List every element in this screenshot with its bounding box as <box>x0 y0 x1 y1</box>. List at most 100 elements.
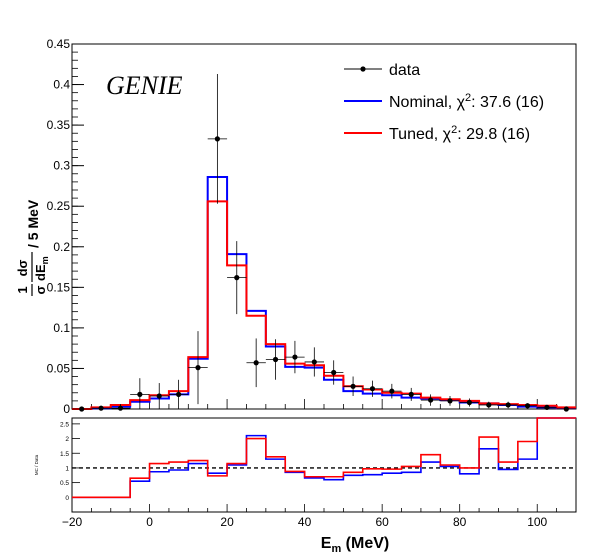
main-y-tick-label: 0.05 <box>47 361 71 375</box>
legend-label-tuned: Tuned, χ2: 29.8 (16) <box>389 124 530 143</box>
data-point <box>479 401 499 409</box>
data-marker <box>79 406 85 412</box>
data-marker <box>369 386 376 392</box>
data-point <box>401 387 421 401</box>
data-marker <box>428 397 434 403</box>
data-point <box>517 403 538 409</box>
data-point <box>168 379 189 409</box>
x-tick-label: 0 <box>146 515 153 529</box>
main-y-axis: 0 0.05 0.1 0.15 0.2 0.25 0.3 0.35 0.4 0.45 <box>47 37 84 416</box>
data-marker <box>505 402 511 408</box>
y-label-one: 1 <box>15 286 30 293</box>
legend-label-nominal: Nominal, χ2: 37.6 (16) <box>389 92 544 111</box>
data-point <box>207 74 228 204</box>
ratio-tuned <box>72 417 576 499</box>
legend-item-nominal: Nominal, χ2: 37.6 (16) <box>344 92 544 111</box>
ratio-series <box>72 417 576 499</box>
main-y-tick-label: 0.35 <box>47 118 71 132</box>
x-axis-label: Em (MeV) <box>321 535 389 555</box>
data-point <box>382 383 402 399</box>
ratio-y-axis: 0 0.5 1 1.5 2 2.5 <box>60 421 80 502</box>
data-marker <box>117 405 124 411</box>
legend-item-tuned: Tuned, χ2: 29.8 (16) <box>344 124 530 143</box>
ratio-y-tick-label: 2.5 <box>60 421 69 428</box>
data-marker <box>486 402 492 408</box>
data-point <box>537 404 557 410</box>
y-label-per: / 5 MeV <box>25 199 41 248</box>
x-tick-label: 80 <box>453 515 467 529</box>
data-point <box>188 331 208 405</box>
data-point <box>227 241 247 315</box>
data-marker <box>466 399 472 406</box>
main-y-tick-label: 0.45 <box>47 37 71 51</box>
main-series <box>72 74 576 412</box>
data-marker <box>292 354 298 360</box>
data-marker <box>253 360 259 366</box>
data-marker <box>98 405 104 411</box>
data-marker <box>176 391 182 397</box>
data-marker <box>272 356 279 363</box>
data-point <box>285 340 305 374</box>
data-marker <box>156 393 162 399</box>
y-label-sigma: σ <box>33 285 48 294</box>
ratio-y-tick-label: 1 <box>65 465 69 472</box>
main-y-tick-label: 0.3 <box>53 159 70 173</box>
x-tick-label: 100 <box>527 515 547 529</box>
ratio-nominal <box>72 417 576 499</box>
main-y-tick-label: 0 <box>63 402 70 416</box>
data-marker <box>447 398 453 404</box>
data-point <box>130 378 150 409</box>
data-marker <box>137 391 143 397</box>
data-point <box>91 405 111 411</box>
legend: data Nominal, χ2: 37.6 (16) Tuned, χ2: 2… <box>344 62 544 143</box>
generator-label: GENIE <box>106 71 183 100</box>
data-point <box>265 339 286 380</box>
main-y-tick-label: 0.1 <box>53 321 70 335</box>
data-marker <box>234 275 240 281</box>
data-point <box>110 404 131 411</box>
data-marker <box>331 369 337 376</box>
ratio-plot: 0 0.5 1 1.5 2 2.5 −20 0 20 40 60 80 100 MC / Data <box>34 417 577 529</box>
data-marker <box>389 388 395 394</box>
data-marker <box>311 359 317 365</box>
data-marker <box>195 365 201 371</box>
data-marker <box>350 383 356 389</box>
data-marker <box>544 404 550 410</box>
legend-item-data: data <box>344 62 420 79</box>
data-point <box>498 401 518 409</box>
data-marker <box>524 403 531 409</box>
data-point <box>304 347 324 377</box>
data-point <box>362 380 383 397</box>
data-point <box>343 376 363 397</box>
data-point <box>440 396 460 406</box>
data-marker <box>408 391 414 397</box>
legend-label-data: data <box>389 62 420 79</box>
x-tick-label: 60 <box>375 515 389 529</box>
data-point <box>72 406 92 412</box>
x-tick-label: 20 <box>220 515 234 529</box>
data-point <box>149 383 169 409</box>
main-y-tick-label: 0.25 <box>47 199 71 213</box>
main-y-tick-label: 0.2 <box>53 240 70 254</box>
main-y-tick-label: 0.15 <box>47 280 71 294</box>
data-marker <box>563 406 569 412</box>
ratio-y-tick-label: 2 <box>65 436 69 443</box>
ratio-y-axis-label: MC / Data <box>34 454 39 475</box>
ratio-y-tick-label: 0 <box>65 495 69 502</box>
ratio-plot-frame <box>71 417 577 513</box>
data-point <box>556 406 576 412</box>
y-label-dsigma: dσ <box>15 259 30 276</box>
ratio-y-tick-label: 1.5 <box>60 451 69 458</box>
data-point <box>324 360 344 385</box>
data-point <box>420 394 441 406</box>
main-y-tick-label: 0.4 <box>53 78 70 92</box>
data-marker <box>214 136 220 142</box>
main-plot: 00.050.10.150.20.250.30.350.40.45 GENIE … <box>15 37 577 416</box>
ratio-x-axis: −20 0 20 40 60 80 100 <box>62 504 577 529</box>
y-label-dE: dEm <box>33 256 50 281</box>
data-point <box>459 398 480 407</box>
x-tick-label: −20 <box>62 515 83 529</box>
x-tick-label: 40 <box>298 515 312 529</box>
ratio-y-tick-label: 0.5 <box>60 480 69 487</box>
